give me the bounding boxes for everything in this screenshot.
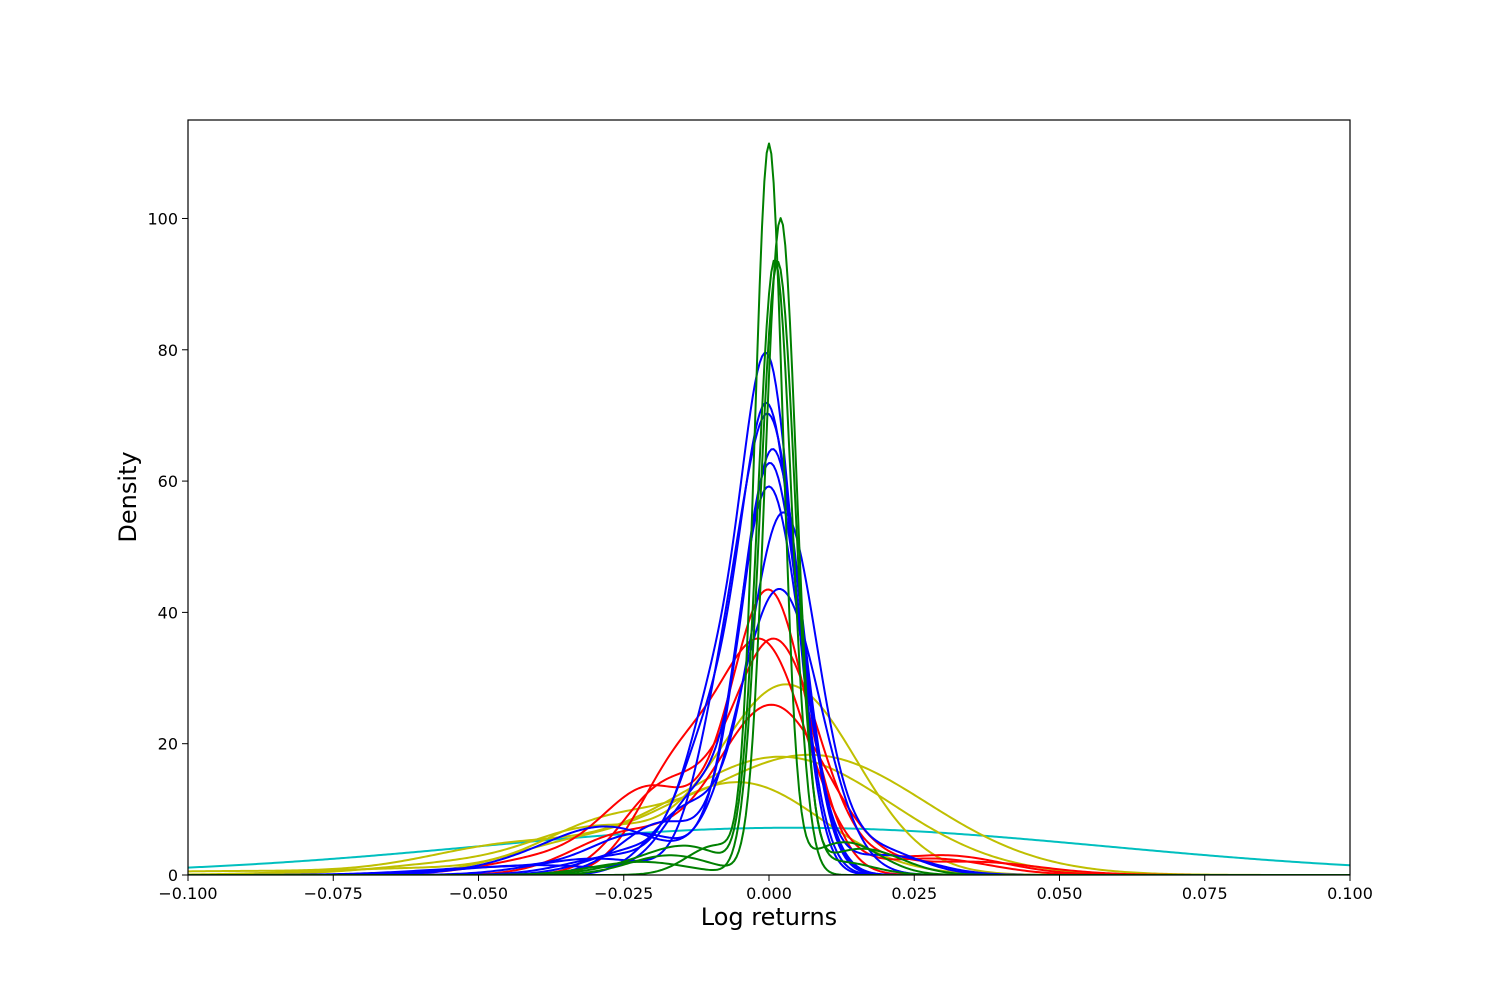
y-tick-label: 0 <box>168 866 178 885</box>
x-tick-label: −0.075 <box>304 884 363 903</box>
density-curve-4 <box>188 753 1350 875</box>
density-curve-11 <box>188 401 1350 875</box>
x-tick-label: −0.050 <box>449 884 508 903</box>
y-tick-label: 100 <box>147 209 178 228</box>
x-axis-title: Log returns <box>701 903 837 931</box>
y-tick-label: 60 <box>158 472 178 491</box>
x-tick-label: −0.025 <box>594 884 653 903</box>
density-curve-18 <box>188 142 1350 875</box>
x-tick-label: 0.000 <box>746 884 792 903</box>
plot-background <box>188 120 1350 875</box>
x-tick-label: 0.050 <box>1037 884 1083 903</box>
density-curve-2 <box>188 683 1350 875</box>
density-curve-16 <box>188 511 1350 875</box>
density-curve-20 <box>188 259 1350 875</box>
density-curve-15 <box>188 485 1350 875</box>
density-curve-19 <box>188 217 1350 875</box>
y-axis-title: Density <box>114 451 142 542</box>
density-curve-14 <box>188 462 1350 875</box>
y-axis: 0 20 40 60 80 100 <box>147 209 188 885</box>
y-tick-label: 80 <box>158 341 178 360</box>
x-tick-label: −0.100 <box>158 884 217 903</box>
density-curve-21 <box>188 260 1350 875</box>
density-curve-1 <box>188 826 1350 869</box>
y-tick-label: 40 <box>158 603 178 622</box>
x-tick-label: 0.075 <box>1182 884 1228 903</box>
y-tick-label: 20 <box>158 735 178 754</box>
x-axis: −0.100 −0.075 −0.050 −0.025 0.000 0.025 0.050 0… <box>158 875 1373 903</box>
x-tick-label: 0.100 <box>1327 884 1373 903</box>
x-tick-label: 0.025 <box>891 884 937 903</box>
